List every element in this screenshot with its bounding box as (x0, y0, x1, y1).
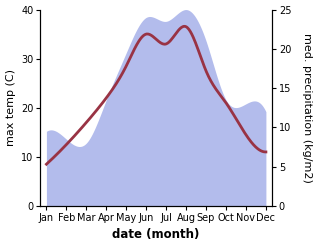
Y-axis label: med. precipitation (kg/m2): med. precipitation (kg/m2) (302, 33, 313, 183)
X-axis label: date (month): date (month) (113, 228, 200, 242)
Y-axis label: max temp (C): max temp (C) (5, 69, 16, 146)
